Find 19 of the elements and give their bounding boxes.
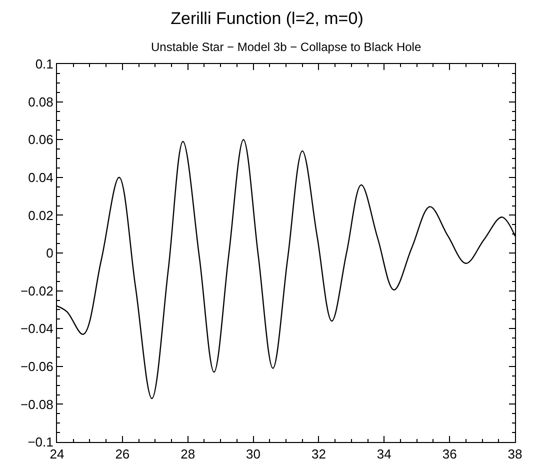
x-tick-label: 28 [180, 446, 196, 462]
y-tick-label: 0.1 [35, 56, 54, 72]
y-tick-label: 0.06 [28, 132, 54, 148]
y-tick-label: 0 [46, 246, 54, 261]
x-tick-label: 32 [311, 446, 326, 462]
x-tick-label: 26 [115, 446, 130, 462]
y-tick-label: 0.04 [28, 170, 54, 185]
y-tick-label: −0.06 [20, 358, 54, 374]
chart-title: Zerilli Function (l=2, m=0) [170, 8, 364, 28]
y-tick-label: −0.08 [20, 396, 54, 412]
y-tick-label: 0.02 [28, 208, 54, 223]
y-tick-label: −0.04 [20, 321, 54, 336]
x-tick-label: 34 [376, 446, 392, 462]
y-tick-label: 0.08 [28, 94, 54, 110]
x-tick-label: 36 [442, 446, 457, 462]
x-tick-label: 38 [508, 446, 522, 462]
chart-subtitle: Unstable Star − Model 3b − Collapse to Black Hole [151, 40, 422, 54]
y-tick-label: −0.02 [20, 283, 54, 298]
x-tick-label: 30 [246, 446, 261, 462]
